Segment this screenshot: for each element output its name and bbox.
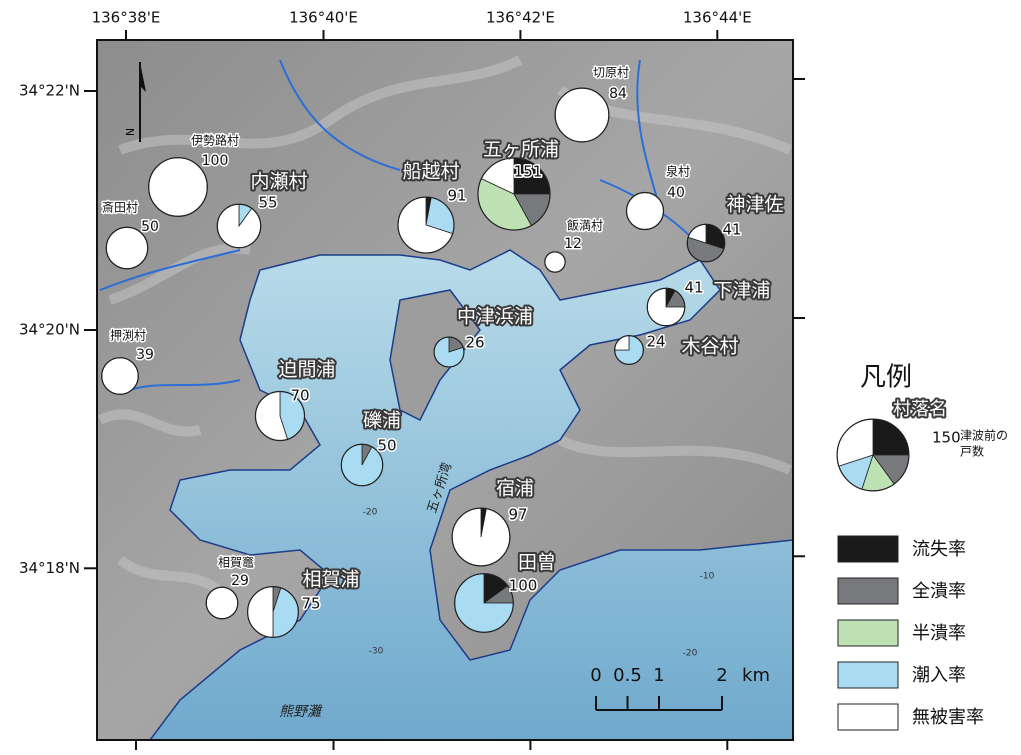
- lon-tick-label: 136°38'E: [92, 9, 161, 27]
- legend-label: 流失率: [912, 539, 966, 560]
- legend-swatch: [838, 578, 898, 604]
- village-pie: [206, 587, 238, 619]
- scale-tick-label: 2: [716, 665, 727, 686]
- legend-label: 潮入率: [912, 665, 966, 686]
- map-figure: N 五ヶ所湾 熊野灘 凡例 村落名 150 津波前の 戸数 km 136°38'…: [0, 0, 1021, 751]
- village-name: 五ヶ所浦: [483, 139, 559, 161]
- village-pie: [452, 508, 510, 566]
- village-households: 100: [509, 577, 538, 595]
- village-households: 84: [609, 86, 627, 102]
- village-name: 相賀竈: [218, 555, 254, 570]
- village-name: 船越村: [402, 161, 459, 183]
- village-pie: [434, 337, 464, 367]
- legend-swatch: [838, 620, 898, 646]
- village-households: 151: [514, 163, 543, 181]
- village-pie: [555, 88, 609, 142]
- village-pie: [248, 587, 299, 638]
- village-name: 斎田村: [102, 200, 138, 215]
- lon-tick-label: 136°42'E: [486, 9, 555, 27]
- scale-tick-label: 0: [590, 665, 601, 686]
- village-households: 24: [646, 333, 665, 351]
- village-name: 神津佐: [726, 194, 783, 216]
- legend-label: 全潰率: [912, 581, 966, 602]
- village-households: 75: [301, 595, 320, 613]
- village-name: 伊勢路村: [191, 133, 239, 148]
- village-name: 中津浜浦: [457, 306, 533, 328]
- village-name: 木谷村: [681, 336, 738, 358]
- village-pie: [545, 252, 565, 272]
- north-label: N: [124, 128, 137, 136]
- lon-tick-label: 136°44'E: [683, 9, 752, 27]
- legend-swatch: [838, 662, 898, 688]
- depth-label: -30: [369, 647, 384, 657]
- village-name: 内瀬村: [250, 171, 307, 193]
- legend-households-label: 津波前の: [960, 428, 1008, 443]
- village-name: 迫間浦: [278, 359, 335, 381]
- scale-tick-label: 1: [653, 665, 664, 686]
- legend-swatch: [838, 704, 898, 730]
- depth-label: -10: [700, 572, 715, 582]
- village-households: 70: [290, 387, 309, 405]
- village-households: 100: [202, 153, 229, 169]
- village-pie: [615, 336, 644, 365]
- village-households: 40: [667, 185, 685, 201]
- legend-households-label: 戸数: [960, 444, 984, 459]
- village-name: 田曽: [518, 552, 556, 574]
- village-pie: [102, 358, 139, 395]
- legend-village-name: 村落名: [893, 399, 947, 420]
- legend-households: 150: [932, 429, 961, 447]
- village-name: 押渕村: [110, 329, 146, 343]
- village-households: 50: [141, 219, 159, 235]
- village-households: 50: [377, 437, 396, 455]
- village-households: 41: [722, 221, 741, 239]
- village-name: 切原村: [593, 66, 629, 80]
- village-households: 91: [447, 187, 466, 205]
- lat-tick-label: 34°18'N: [19, 559, 80, 577]
- village-households: 55: [258, 194, 277, 212]
- village-pie: [687, 224, 725, 262]
- scale-unit: km: [742, 665, 770, 686]
- lon-tick-label: 136°40'E: [289, 9, 358, 27]
- village-pie: [149, 158, 208, 217]
- village-pie: [217, 204, 260, 247]
- sea-label: 熊野灘: [279, 704, 323, 720]
- village-name: 相賀浦: [302, 569, 359, 591]
- village-households: 39: [136, 347, 154, 363]
- village-households: 97: [508, 506, 527, 524]
- legend-title: 凡例: [860, 363, 912, 393]
- village-households: 29: [231, 573, 249, 589]
- lat-tick-label: 34°20'N: [19, 321, 80, 339]
- village-households: 41: [684, 279, 703, 297]
- village-name: 泉村: [666, 165, 690, 179]
- depth-label: -20: [683, 649, 698, 659]
- village-pie: [398, 197, 454, 253]
- legend-label: 半潰率: [912, 623, 966, 644]
- depth-label: -20: [363, 508, 378, 518]
- village-pie: [455, 574, 514, 633]
- village-name: 礫浦: [363, 410, 401, 432]
- legend-label: 無被害率: [912, 707, 984, 728]
- legend-pie: [837, 419, 909, 491]
- legend-swatch: [838, 536, 898, 562]
- village-households: 12: [564, 236, 582, 252]
- village-households: 26: [465, 334, 484, 352]
- scale-tick-label: 0.5: [613, 665, 642, 686]
- village-pie: [647, 288, 685, 326]
- lat-tick-label: 34°22'N: [19, 82, 80, 100]
- village-name: 下津浦: [713, 280, 770, 302]
- village-name: 宿浦: [496, 478, 534, 500]
- village-name: 飯満村: [567, 218, 603, 233]
- village-pie: [626, 192, 663, 229]
